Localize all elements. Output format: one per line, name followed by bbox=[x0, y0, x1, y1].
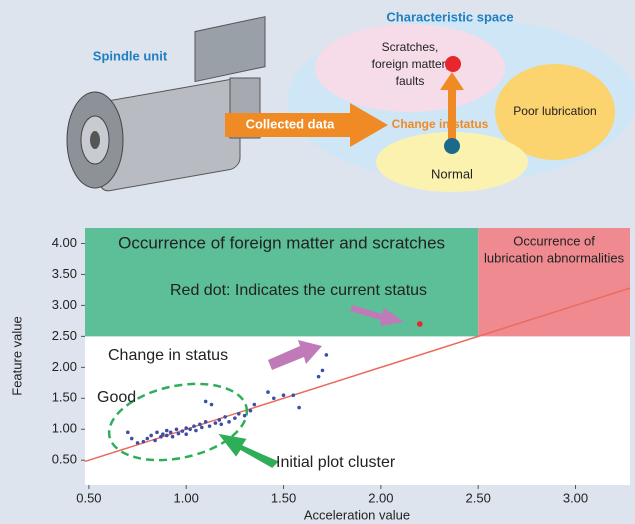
y-tick-label: 0.50 bbox=[52, 452, 77, 467]
data-point bbox=[184, 432, 188, 436]
data-point bbox=[321, 369, 325, 373]
collected-label: Collected data bbox=[246, 116, 336, 131]
change-label: Change in status bbox=[392, 117, 489, 131]
data-point bbox=[145, 437, 149, 441]
page: Spindle unit Characteristic space Scratc… bbox=[0, 0, 635, 524]
red-dot bbox=[445, 56, 461, 72]
data-point bbox=[297, 406, 301, 410]
data-point bbox=[204, 420, 208, 424]
data-point bbox=[200, 426, 204, 430]
blue-dot bbox=[444, 138, 460, 154]
data-point bbox=[192, 424, 196, 428]
data-point bbox=[130, 437, 134, 441]
region-label: lubrication abnormalities bbox=[484, 250, 625, 265]
y-tick-label: 2.00 bbox=[52, 359, 77, 374]
data-point bbox=[317, 375, 321, 379]
spindle-illustration bbox=[67, 17, 265, 193]
y-tick-label: 4.00 bbox=[52, 235, 77, 250]
data-point bbox=[253, 403, 257, 407]
data-point bbox=[243, 414, 247, 418]
x-tick-label: 2.00 bbox=[368, 490, 393, 505]
y-tick-label: 3.00 bbox=[52, 297, 77, 312]
y-tick-label: 1.50 bbox=[52, 390, 77, 405]
region-label: Occurrence of foreign matter and scratch… bbox=[118, 233, 445, 252]
data-point bbox=[214, 421, 218, 425]
data-point bbox=[194, 429, 198, 433]
lubrication-label: Poor lubrication bbox=[513, 104, 596, 118]
data-point bbox=[165, 429, 169, 433]
fault-label: foreign matter, bbox=[372, 57, 449, 71]
good-label: Good bbox=[97, 389, 136, 406]
x-tick-label: 1.50 bbox=[271, 490, 296, 505]
data-point bbox=[272, 397, 276, 401]
cluster-label: Initial plot cluster bbox=[276, 454, 396, 471]
data-point bbox=[208, 424, 212, 428]
data-point bbox=[153, 439, 157, 443]
data-point bbox=[204, 400, 208, 404]
x-tick-label: 2.50 bbox=[466, 490, 491, 505]
data-point bbox=[188, 427, 192, 431]
data-point bbox=[218, 418, 222, 422]
current-label: Red dot: Indicates the current status bbox=[170, 282, 427, 299]
spindle-label: Spindle unit bbox=[93, 48, 168, 63]
data-point bbox=[266, 390, 270, 394]
data-point bbox=[291, 393, 295, 397]
x-tick-label: 1.00 bbox=[174, 490, 199, 505]
data-point bbox=[227, 420, 231, 424]
data-point bbox=[155, 431, 159, 435]
x-tick-label: 3.00 bbox=[563, 490, 588, 505]
normal-label: Normal bbox=[431, 166, 473, 181]
data-point bbox=[165, 434, 169, 438]
data-point bbox=[142, 440, 146, 444]
change-label: Change in status bbox=[108, 347, 228, 364]
data-point bbox=[417, 321, 423, 327]
data-point bbox=[249, 409, 253, 413]
region-label: Occurrence of bbox=[513, 233, 595, 248]
data-point bbox=[126, 431, 130, 435]
data-point bbox=[175, 427, 179, 431]
data-point bbox=[223, 415, 227, 419]
data-point bbox=[161, 432, 165, 436]
data-point bbox=[233, 416, 237, 420]
data-point bbox=[184, 426, 188, 430]
data-point bbox=[149, 434, 153, 438]
y-axis-label: Feature value bbox=[9, 316, 24, 396]
data-point bbox=[237, 412, 241, 416]
y-tick-label: 2.50 bbox=[52, 328, 77, 343]
fault-label: Scratches, bbox=[382, 40, 439, 54]
data-point bbox=[219, 423, 223, 427]
y-tick-label: 1.00 bbox=[52, 421, 77, 436]
data-point bbox=[198, 423, 202, 427]
data-point bbox=[169, 431, 173, 435]
data-point bbox=[136, 441, 140, 445]
y-tick-label: 3.50 bbox=[52, 266, 77, 281]
x-axis-label: Acceleration value bbox=[304, 507, 410, 522]
fault-label: faults bbox=[396, 74, 425, 88]
data-point bbox=[177, 432, 181, 436]
space-title: Characteristic space bbox=[386, 9, 513, 24]
x-tick-label: 0.50 bbox=[76, 490, 101, 505]
data-point bbox=[282, 393, 286, 397]
data-point bbox=[210, 403, 214, 407]
data-point bbox=[181, 429, 185, 433]
data-point bbox=[171, 435, 175, 439]
data-point bbox=[325, 353, 329, 357]
